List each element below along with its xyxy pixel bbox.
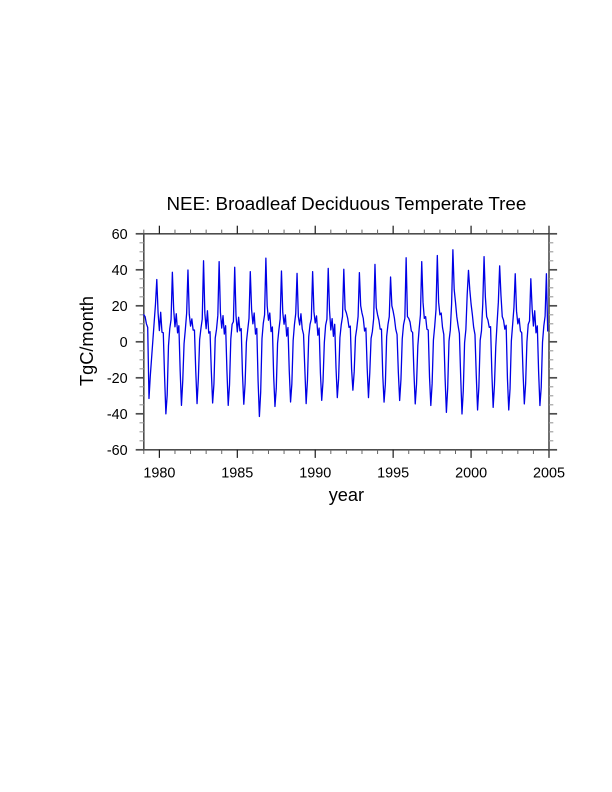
svg-text:60: 60	[112, 227, 128, 243]
svg-text:-60: -60	[107, 443, 128, 459]
svg-text:0: 0	[120, 335, 128, 351]
svg-text:2000: 2000	[455, 466, 487, 482]
svg-text:1980: 1980	[143, 466, 175, 482]
svg-text:1990: 1990	[299, 466, 331, 482]
svg-text:-20: -20	[107, 371, 128, 387]
svg-text:NEE: Broadleaf Deciduous Tempe: NEE: Broadleaf Deciduous Temperate Tree	[166, 193, 526, 214]
svg-text:40: 40	[112, 263, 128, 279]
svg-text:2005: 2005	[533, 466, 565, 482]
svg-text:20: 20	[112, 299, 128, 315]
svg-text:TgC/month: TgC/month	[77, 296, 97, 386]
svg-text:1995: 1995	[377, 466, 409, 482]
svg-text:-40: -40	[107, 407, 128, 423]
svg-text:year: year	[329, 485, 364, 505]
svg-text:1985: 1985	[221, 466, 253, 482]
